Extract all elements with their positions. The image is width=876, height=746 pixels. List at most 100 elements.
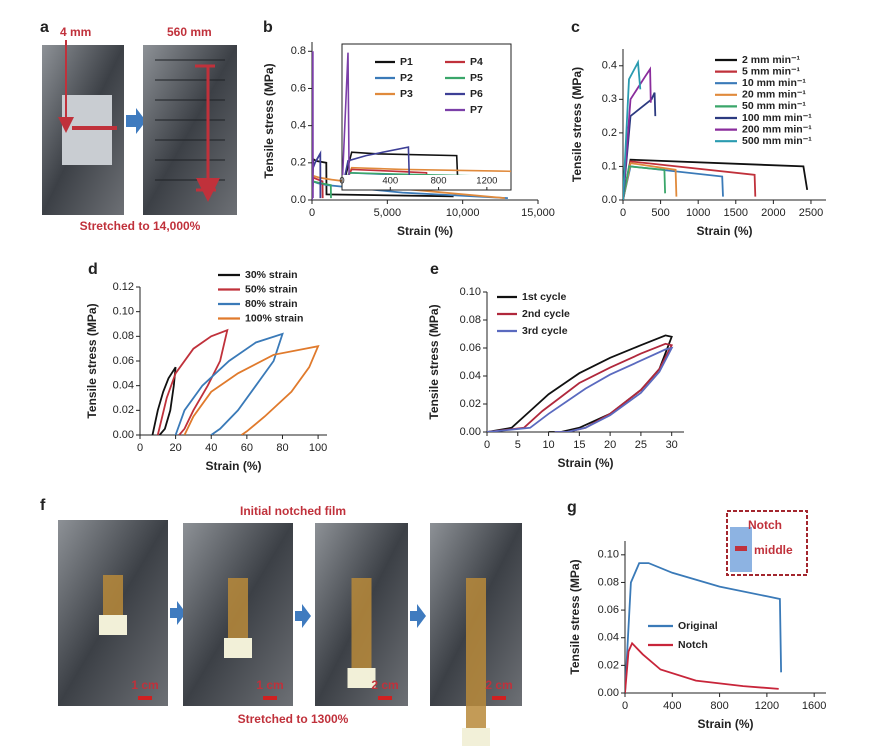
legend-label: P4 (470, 56, 483, 68)
y-tick-label: 0.2 (291, 157, 306, 169)
y-tick-label: 0.00 (460, 426, 481, 438)
y-tick-label: 0.10 (113, 306, 134, 318)
legend-label: 80% strain (245, 298, 298, 310)
y-axis-label: Tensile stress (MPa) (568, 559, 582, 674)
photo-row: 1 cm 1 cm 2 cm 2 cm (58, 520, 522, 746)
inset-frame (341, 43, 512, 191)
legend-label: 50% strain (245, 283, 298, 295)
series-line (156, 328, 229, 435)
series-line (623, 59, 642, 200)
x-axis-label: Strain (%) (697, 717, 753, 731)
film (228, 578, 248, 638)
x-tick-label: 15 (573, 439, 585, 451)
y-tick-label: 0.0 (291, 194, 306, 206)
legend-label: P3 (400, 88, 413, 100)
panel-letter: d (88, 261, 98, 278)
x-tick-label: 1200 (755, 700, 779, 712)
x-tick-label: 100 (309, 442, 327, 454)
legend-label: 500 mm min⁻¹ (742, 135, 812, 147)
panel-letter: c (571, 19, 580, 36)
series-line (623, 165, 666, 200)
panel-letter: g (567, 499, 577, 516)
legend-label: 2 mm min⁻¹ (742, 54, 801, 66)
legend-label: 5 mm min⁻¹ (742, 65, 801, 77)
x-tick-label: 0 (620, 207, 626, 219)
marker (72, 126, 117, 130)
y-tick-label: 0.10 (460, 286, 481, 298)
x-tick-label: 15,000 (521, 207, 555, 219)
y-tick-label: 0.04 (113, 380, 134, 392)
y-tick-label: 0.06 (598, 604, 619, 616)
x-tick-label: 800 (710, 700, 728, 712)
legend-label: 100% strain (245, 312, 303, 324)
y-tick-label: 0.2 (602, 127, 617, 139)
series-line (625, 641, 779, 693)
y-axis-label: Tensile stress (MPa) (262, 63, 276, 178)
y-tick-label: 0.10 (598, 549, 619, 561)
y-tick-label: 0.0 (602, 194, 617, 206)
series-line (487, 342, 674, 432)
x-tick-label: 25 (635, 439, 647, 451)
series-line (312, 180, 332, 200)
x-tick-label: 30 (666, 439, 678, 451)
clamp (224, 638, 252, 658)
x-tick-label: 500 (651, 207, 669, 219)
panel-letter: e (430, 261, 439, 278)
film (351, 578, 372, 668)
series-line (183, 344, 320, 435)
inset-x-tick-label: 800 (431, 176, 447, 187)
legend-label: 2nd cycle (522, 308, 570, 320)
series-line (174, 332, 284, 435)
scale-bar (378, 696, 392, 700)
x-tick-label: 0 (309, 207, 315, 219)
series-line (487, 346, 674, 432)
x-tick-label: 1600 (802, 700, 826, 712)
caption: Stretched to 14,000% (80, 219, 201, 233)
y-axis-label: Tensile stress (MPa) (85, 303, 99, 418)
legend-label: Original (678, 620, 718, 632)
legend-label: 3rd cycle (522, 325, 568, 337)
series-line (623, 66, 652, 200)
legend-label: P5 (470, 72, 483, 84)
y-tick-label: 0.02 (460, 398, 481, 410)
inset-label: middle (754, 543, 793, 557)
inset-series-line (348, 168, 428, 175)
x-tick-label: 5,000 (374, 207, 402, 219)
legend-label: 20 mm min⁻¹ (742, 89, 806, 101)
photo (143, 45, 237, 215)
legend-label: 50 mm min⁻¹ (742, 100, 806, 112)
y-tick-label: 0.4 (602, 60, 617, 72)
legend-label: 30% strain (245, 269, 298, 281)
x-tick-label: 2500 (799, 207, 823, 219)
y-tick-label: 0.08 (113, 330, 134, 342)
y-tick-label: 0.4 (291, 120, 306, 132)
legend-label: P1 (400, 56, 413, 68)
series-line (151, 366, 177, 435)
x-tick-label: 0 (137, 442, 143, 454)
legend-label: P6 (470, 88, 483, 100)
x-tick-label: 80 (276, 442, 288, 454)
x-tick-label: 5 (515, 439, 521, 451)
y-axis-label: Tensile stress (MPa) (570, 67, 584, 182)
film-texture (155, 59, 225, 181)
scale-bar (138, 696, 152, 700)
caption: Stretched to 1300% (238, 712, 349, 726)
legend-label: Notch (678, 639, 708, 651)
series-line (625, 562, 782, 693)
y-tick-label: 0.06 (460, 342, 481, 354)
y-axis-label: Tensile stress (MPa) (427, 304, 441, 419)
y-tick-label: 0.08 (460, 314, 481, 326)
y-tick-label: 0.02 (598, 659, 619, 671)
x-axis-label: Strain (%) (557, 456, 613, 470)
y-tick-label: 0.04 (460, 370, 481, 382)
y-tick-label: 0.00 (113, 429, 134, 441)
inset-x-tick-label: 400 (382, 176, 398, 187)
x-tick-label: 2000 (761, 207, 785, 219)
scale-label: 1 cm (256, 678, 283, 692)
film (466, 578, 486, 728)
y-tick-label: 0.08 (598, 576, 619, 588)
inset-series-line (342, 52, 350, 175)
clamp (99, 615, 127, 635)
scale-label: 2 cm (371, 678, 398, 692)
